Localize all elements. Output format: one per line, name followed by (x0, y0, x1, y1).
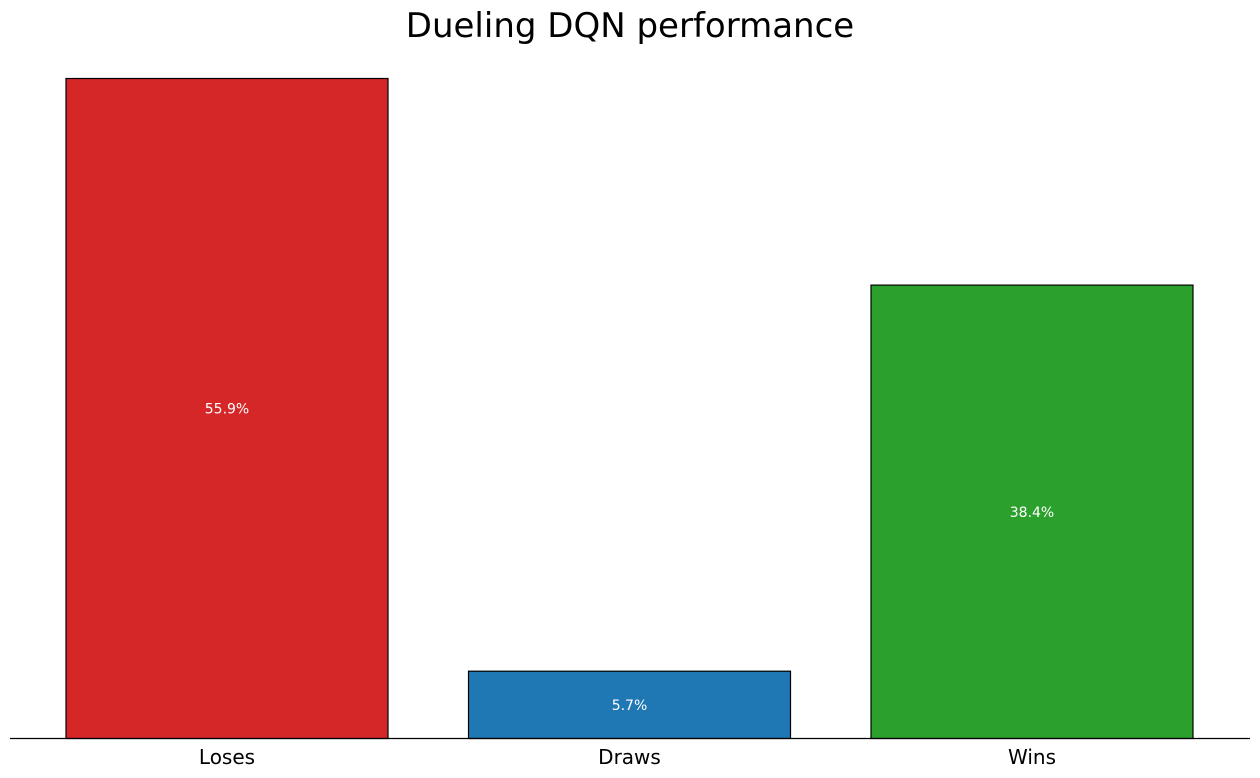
x-tick-label-draws: Draws (598, 745, 661, 769)
bar-value-label-loses: 55.9% (205, 402, 249, 418)
x-tick-labels: Loses Draws Wins (199, 745, 1056, 769)
bar-value-label-wins: 38.4% (1010, 505, 1054, 521)
bar-wins (870, 284, 1194, 740)
x-tick-label-loses: Loses (199, 745, 255, 769)
x-tick-label-wins: Wins (1008, 745, 1056, 769)
chart-title: Dueling DQN performance (406, 6, 854, 46)
bar-value-label-draws: 5.7% (612, 698, 648, 714)
bar-draws (467, 670, 792, 740)
bars-layer: 55.9% 5.7% 38.4% (65, 77, 1194, 740)
bar-loses (65, 77, 389, 740)
